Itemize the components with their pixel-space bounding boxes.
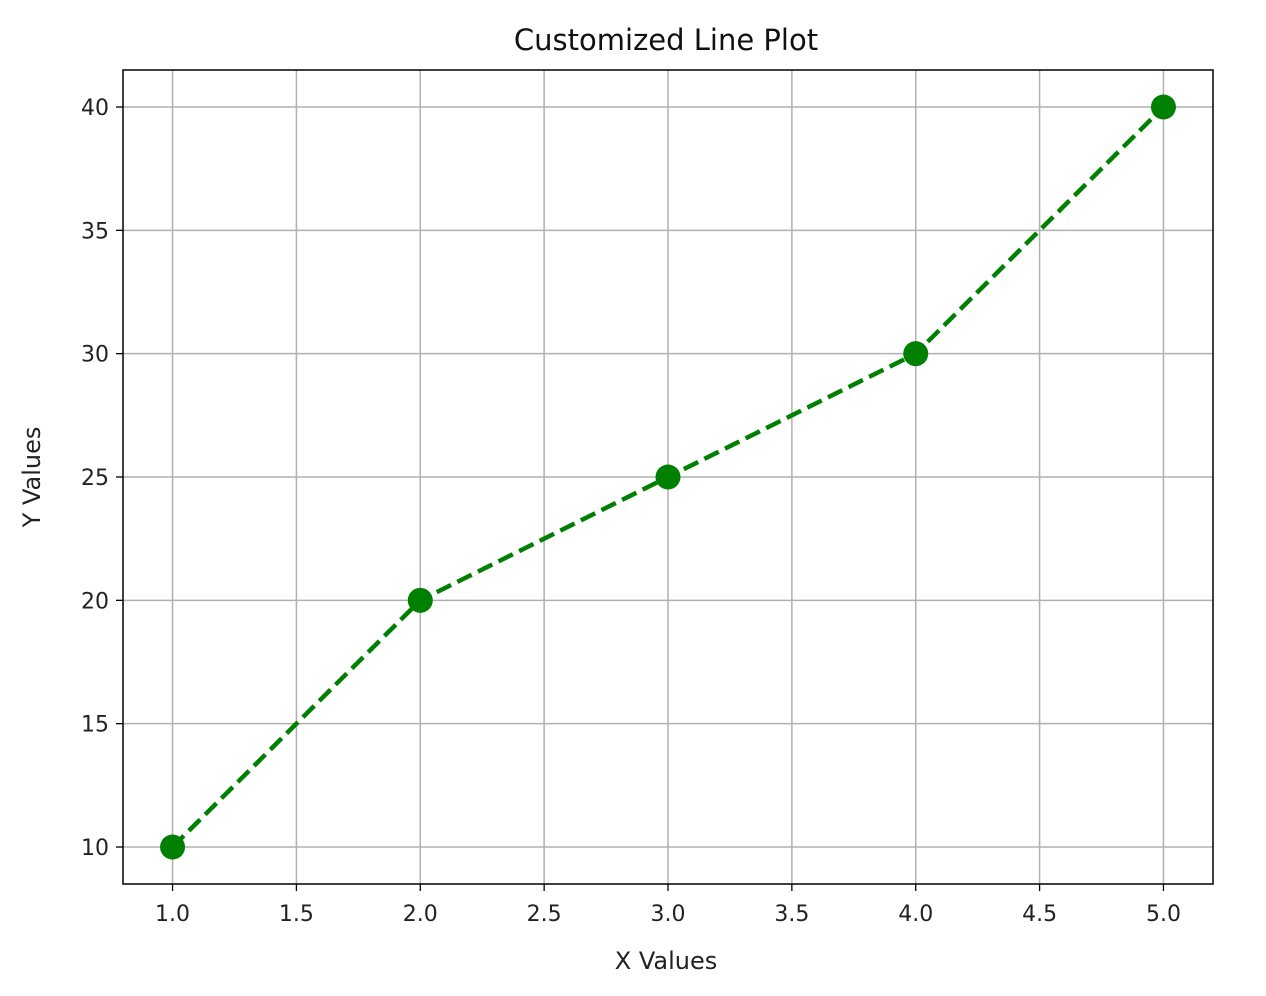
x-axis: 1.0 1.5 2.0 2.5 3.0 3.5 4.0 4.5 5.0	[155, 884, 1181, 927]
x-tick-label: 1.0	[155, 902, 190, 927]
y-gridlines	[123, 106, 1213, 848]
data-point-marker	[1150, 94, 1176, 120]
plot-area	[122, 69, 1214, 885]
x-tick-label: 4.0	[898, 902, 933, 927]
data-point-marker	[655, 464, 681, 490]
data-point-marker	[160, 834, 186, 860]
x-tick-label: 3.5	[774, 902, 809, 927]
x-tick-label: 2.0	[403, 902, 438, 927]
y-axis-title: Y Values	[18, 427, 46, 529]
chart-title: Customized Line Plot	[514, 23, 818, 57]
x-tick-label: 2.5	[527, 902, 562, 927]
x-tick-label: 4.5	[1022, 902, 1057, 927]
y-tick-label: 35	[81, 219, 109, 244]
x-tick-label: 5.0	[1146, 902, 1181, 927]
y-tick-label: 10	[81, 836, 109, 861]
x-tick-label: 1.5	[279, 902, 314, 927]
x-axis-title: X Values	[615, 947, 717, 975]
x-tick-label: 3.0	[651, 902, 686, 927]
y-tick-label: 25	[81, 466, 109, 491]
y-tick-label: 30	[81, 343, 109, 368]
y-tick-label: 40	[81, 96, 109, 121]
data-point-marker	[903, 341, 929, 367]
data-point-marker	[407, 587, 433, 613]
y-tick-label: 20	[81, 589, 109, 614]
y-tick-label: 15	[81, 713, 109, 738]
series-layer	[160, 94, 1176, 860]
y-axis: 10 15 20 25 30 35 40	[81, 96, 123, 861]
